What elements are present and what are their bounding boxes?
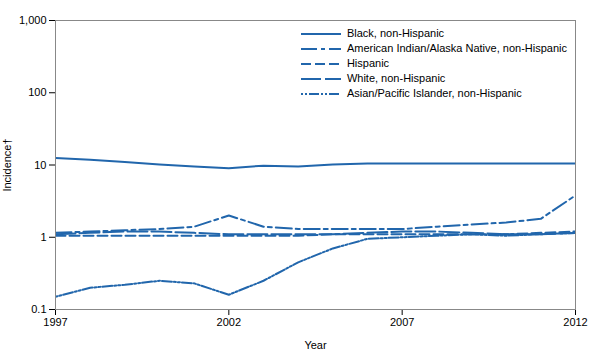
svg-text:2012: 2012 xyxy=(563,316,587,328)
html-text:White, non-Hispanic: White, non-Hispanic xyxy=(346,72,446,84)
html-text:Black, non-Hispanic: Black, non-Hispanic xyxy=(346,27,445,39)
svg-text:10: 10 xyxy=(34,159,46,171)
html-text:American Indian/Alaska Native,: American Indian/Alaska Native, non-Hispa… xyxy=(346,42,567,54)
svg-text:1: 1 xyxy=(40,231,46,243)
svg-text:2002: 2002 xyxy=(217,316,241,328)
svg-text:100: 100 xyxy=(28,86,46,98)
html-text:Hispanic: Hispanic xyxy=(346,57,390,69)
svg-text:Year: Year xyxy=(304,339,327,351)
svg-text:1997: 1997 xyxy=(43,316,67,328)
html-text:Asian/Pacific Islander, non-Hi: Asian/Pacific Islander, non-Hispanic xyxy=(346,87,522,99)
svg-text:2007: 2007 xyxy=(390,316,414,328)
svg-text:1,000: 1,000 xyxy=(19,14,47,26)
svg-text:0.1: 0.1 xyxy=(31,303,46,315)
svg-text:Incidence†: Incidence† xyxy=(1,138,13,191)
